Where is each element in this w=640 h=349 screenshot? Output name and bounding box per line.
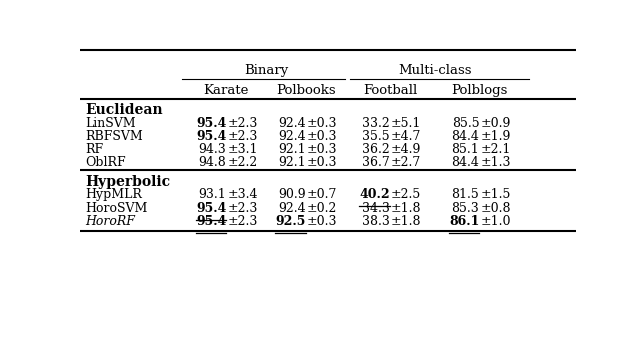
Text: Football: Football <box>363 84 417 97</box>
Text: OblRF: OblRF <box>85 156 125 169</box>
Text: ±2.3: ±2.3 <box>227 215 258 229</box>
Text: 92.4: 92.4 <box>278 117 306 130</box>
Text: 84.4: 84.4 <box>451 156 479 169</box>
Text: HoroSVM: HoroSVM <box>85 202 147 215</box>
Text: ±2.3: ±2.3 <box>227 130 258 143</box>
Text: ±0.3: ±0.3 <box>307 143 337 156</box>
Text: 92.5: 92.5 <box>275 215 306 229</box>
Text: ±1.5: ±1.5 <box>480 188 511 201</box>
Text: 93.1: 93.1 <box>198 188 227 201</box>
Text: 86.1: 86.1 <box>449 215 479 229</box>
Text: ±0.3: ±0.3 <box>307 117 337 130</box>
Text: ±1.0: ±1.0 <box>480 215 511 229</box>
Text: Karate: Karate <box>204 84 249 97</box>
Text: ±5.1: ±5.1 <box>391 117 421 130</box>
Text: 84.4: 84.4 <box>451 130 479 143</box>
Text: Polbooks: Polbooks <box>276 84 335 97</box>
Text: 95.4: 95.4 <box>196 215 227 229</box>
Text: ±0.9: ±0.9 <box>480 117 511 130</box>
Text: ±1.8: ±1.8 <box>391 202 422 215</box>
Text: 95.4: 95.4 <box>196 117 227 130</box>
Text: HoroRF: HoroRF <box>85 215 135 229</box>
Text: 92.1: 92.1 <box>278 143 306 156</box>
Text: 36.2: 36.2 <box>362 143 390 156</box>
Text: ±4.7: ±4.7 <box>391 130 421 143</box>
Text: RBFSVM: RBFSVM <box>85 130 143 143</box>
Text: ±3.1: ±3.1 <box>227 143 258 156</box>
Text: 81.5: 81.5 <box>452 188 479 201</box>
Text: ±2.5: ±2.5 <box>391 188 421 201</box>
Text: Hyperbolic: Hyperbolic <box>85 174 170 188</box>
Text: 85.1: 85.1 <box>452 143 479 156</box>
Text: ±3.4: ±3.4 <box>227 188 258 201</box>
Text: Multi-class: Multi-class <box>398 64 472 76</box>
Text: 92.4: 92.4 <box>278 202 306 215</box>
Text: 95.4: 95.4 <box>196 130 227 143</box>
Text: ±0.8: ±0.8 <box>480 202 511 215</box>
Text: 90.9: 90.9 <box>278 188 306 201</box>
Text: 34.3: 34.3 <box>362 202 390 215</box>
Text: 94.8: 94.8 <box>198 156 227 169</box>
Text: 85.5: 85.5 <box>452 117 479 130</box>
Text: HypMLR: HypMLR <box>85 188 142 201</box>
Text: ±2.1: ±2.1 <box>480 143 511 156</box>
Text: ±2.3: ±2.3 <box>227 117 258 130</box>
Text: ±0.3: ±0.3 <box>307 215 337 229</box>
Text: ±0.2: ±0.2 <box>307 202 337 215</box>
Text: RF: RF <box>85 143 103 156</box>
Text: 33.2: 33.2 <box>362 117 390 130</box>
Text: 38.3: 38.3 <box>362 215 390 229</box>
Text: ±2.7: ±2.7 <box>391 156 421 169</box>
Text: ±2.2: ±2.2 <box>227 156 257 169</box>
Text: 92.1: 92.1 <box>278 156 306 169</box>
Text: Polblogs: Polblogs <box>451 84 508 97</box>
Text: ±2.3: ±2.3 <box>227 202 258 215</box>
Text: ±1.3: ±1.3 <box>480 156 511 169</box>
Text: 36.7: 36.7 <box>362 156 390 169</box>
Text: ±0.3: ±0.3 <box>307 130 337 143</box>
Text: Binary: Binary <box>244 64 288 76</box>
Text: 94.3: 94.3 <box>198 143 227 156</box>
Text: 35.5: 35.5 <box>362 130 390 143</box>
Text: ±0.7: ±0.7 <box>307 188 337 201</box>
Text: 40.2: 40.2 <box>360 188 390 201</box>
Text: ±1.8: ±1.8 <box>391 215 422 229</box>
Text: ±4.9: ±4.9 <box>391 143 421 156</box>
Text: LinSVM: LinSVM <box>85 117 136 130</box>
Text: 95.4: 95.4 <box>196 202 227 215</box>
Text: ±1.9: ±1.9 <box>480 130 511 143</box>
Text: Euclidean: Euclidean <box>85 103 163 117</box>
Text: 85.3: 85.3 <box>452 202 479 215</box>
Text: 92.4: 92.4 <box>278 130 306 143</box>
Text: ±0.3: ±0.3 <box>307 156 337 169</box>
